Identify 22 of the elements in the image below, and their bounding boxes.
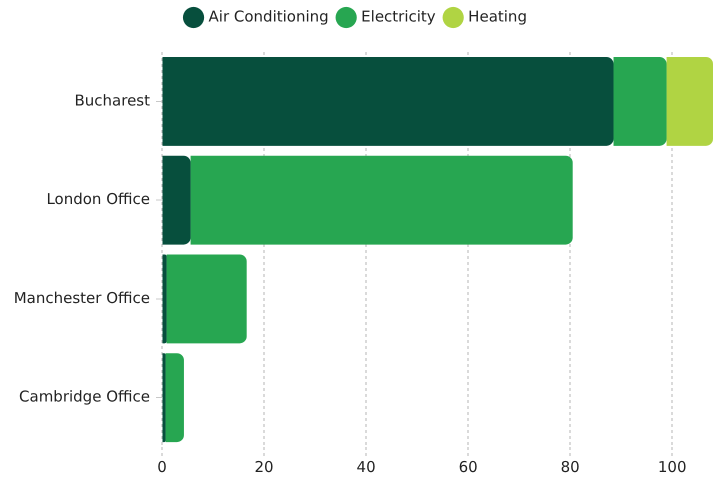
bar: [162, 254, 167, 344]
bar: [166, 254, 247, 344]
x-tick-label: 60: [458, 458, 478, 476]
bar: [666, 56, 713, 146]
x-tick-label: 0: [157, 458, 167, 476]
y-tick-label: Bucharest: [74, 91, 150, 110]
y-tick-label: London Office: [46, 190, 150, 208]
x-tick-label: 100: [658, 458, 687, 476]
x-tick-label: 40: [356, 458, 376, 476]
legend-label: Air Conditioning: [208, 7, 329, 26]
bar: [614, 56, 667, 146]
x-tick-label: 80: [560, 458, 580, 476]
y-tick-label: Cambridge Office: [19, 388, 150, 406]
bar: [162, 353, 166, 442]
x-tick-label: 20: [254, 458, 274, 476]
y-tick-label: Manchester Office: [14, 288, 150, 307]
bar: [166, 353, 184, 442]
bar: [190, 156, 573, 245]
bar: [162, 156, 191, 245]
legend-label: Heating: [468, 7, 527, 26]
legend-label: Electricity: [361, 7, 436, 26]
bar: [162, 56, 614, 146]
